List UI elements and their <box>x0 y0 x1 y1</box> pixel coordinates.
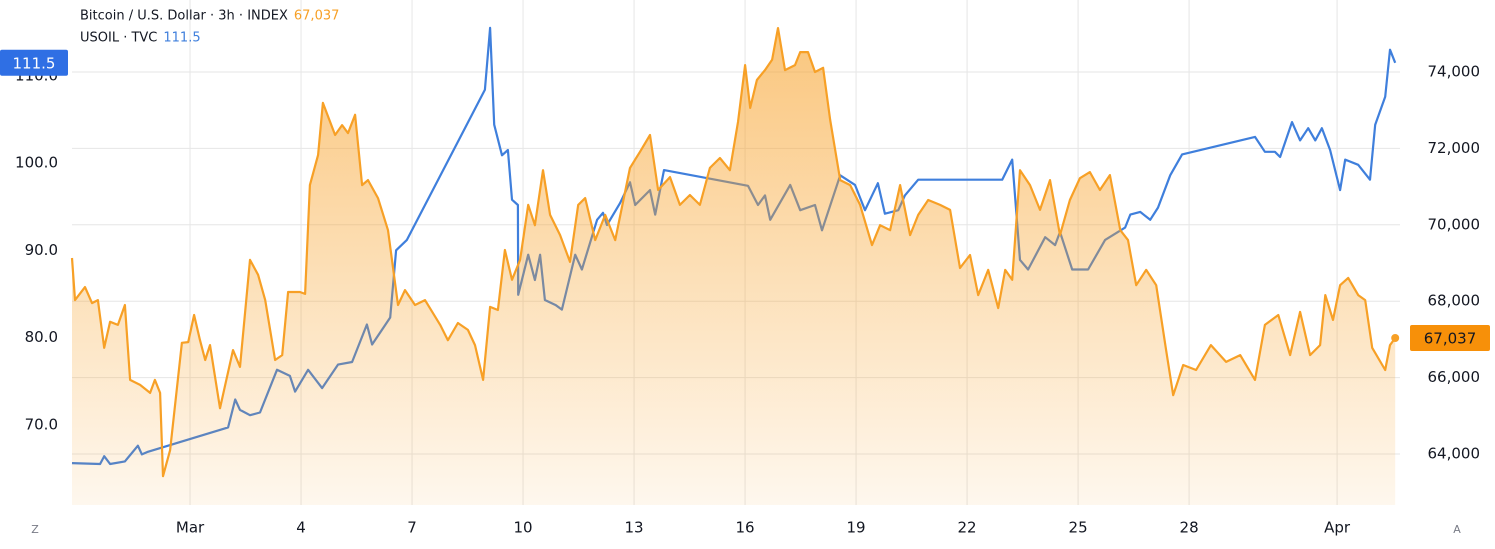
y2-tick-label: 68,000 <box>1428 292 1481 310</box>
y-tick-label: 70.0 <box>25 415 58 433</box>
x-tick-label: 10 <box>514 519 533 537</box>
y-tick-label: 100.0 <box>15 154 58 172</box>
scale-button-label[interactable]: Z <box>31 523 39 536</box>
legend-name: Bitcoin / U.S. Dollar · 3h · INDEX <box>80 9 288 24</box>
x-tick-label: 16 <box>736 519 755 537</box>
x-tick-label: 22 <box>958 519 977 537</box>
x-tick-label: 28 <box>1180 519 1199 537</box>
legend-name: USOIL · TVC <box>80 31 157 46</box>
last-point <box>1391 333 1400 342</box>
x-tick-label: 7 <box>407 519 417 537</box>
overlay: Mar 4 7 10 13 16 19 22 25 28 Apr 64,000 66,000 68,000… <box>0 9 1490 540</box>
y2-tick-label: 64,000 <box>1428 445 1481 463</box>
y-tick-label: 80.0 <box>25 328 58 346</box>
scale-button[interactable] <box>1446 518 1468 540</box>
y2-tick-label: 72,000 <box>1428 139 1481 157</box>
area <box>72 28 1396 505</box>
y2-tick-label: 66,000 <box>1428 368 1481 386</box>
legend-value: 111.5 <box>163 31 200 46</box>
legend-value: 67,037 <box>294 9 340 24</box>
x-tick-label: Apr <box>1324 519 1351 537</box>
line <box>70 27 1397 478</box>
y2-tick-label: 70,000 <box>1428 215 1481 233</box>
y-tick-label: 90.0 <box>25 241 58 259</box>
x-tick-label: 19 <box>847 519 866 537</box>
x-tick-label: 13 <box>625 519 644 537</box>
x-tick-label: 4 <box>296 519 306 537</box>
x-tick-label: Mar <box>176 519 205 537</box>
plot <box>70 26 1400 505</box>
scale-button[interactable] <box>24 518 46 540</box>
price-badge-label: 111.5 <box>13 54 56 72</box>
scale-button-label[interactable]: A <box>1453 523 1461 536</box>
price-badge-label: 67,037 <box>1424 329 1477 347</box>
x-tick-label: 25 <box>1069 519 1088 537</box>
y2-tick-label: 74,000 <box>1428 63 1481 81</box>
price-badge <box>1410 324 1490 351</box>
price-badge <box>0 49 68 76</box>
